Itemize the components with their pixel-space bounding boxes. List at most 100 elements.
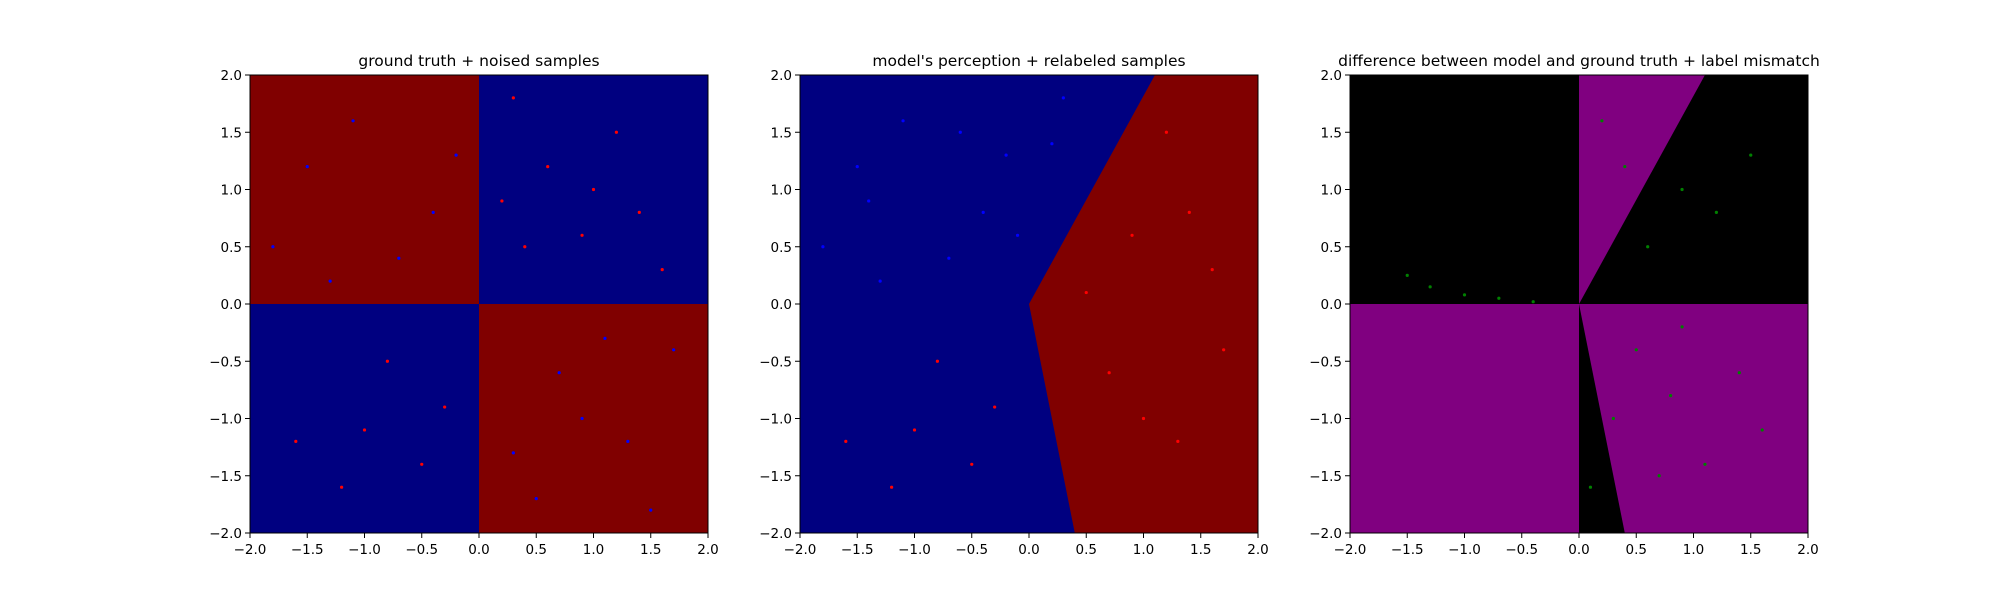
region-disagree (1579, 304, 1808, 533)
y-tick-label: −2.0 (1309, 526, 1342, 542)
y-tick-label: 1.5 (221, 125, 242, 141)
scatter-point (981, 210, 985, 214)
scatter-point (1623, 165, 1627, 169)
background-regions (1350, 75, 1808, 533)
scatter-point (890, 485, 894, 489)
scatter-point (454, 153, 458, 157)
scatter-point (1084, 290, 1088, 295)
scatter-point (1004, 153, 1008, 157)
scatter-point (947, 256, 951, 260)
scatter-point (328, 279, 332, 283)
chart-title: model's perception + relabeled samples (872, 52, 1185, 70)
scatter-point (580, 233, 584, 237)
scatter-point (557, 371, 561, 375)
y-tick-label: −0.5 (1309, 354, 1342, 370)
scatter-point (511, 451, 515, 455)
x-tick-label: −1.5 (841, 542, 874, 558)
x-tick-label: −2.0 (784, 542, 817, 558)
scatter-point (901, 119, 905, 123)
x-tick-label: −1.5 (291, 542, 324, 558)
scatter-point (993, 405, 997, 409)
scatter-point (1714, 210, 1718, 214)
y-tick-label: −1.0 (209, 412, 242, 428)
scatter-point (385, 359, 389, 363)
scatter-point (844, 439, 848, 443)
scatter-point (1646, 245, 1650, 249)
scatter-point (500, 199, 504, 203)
scatter-point (855, 165, 859, 169)
scatter-point (867, 199, 871, 203)
scatter-point (351, 119, 355, 123)
scatter-point (580, 416, 584, 421)
scatter-point (821, 245, 825, 249)
scatter-point (1588, 485, 1593, 489)
y-tick-label: 1.0 (221, 183, 242, 199)
scatter-point (305, 165, 309, 169)
scatter-point (1634, 348, 1638, 352)
scatter-point (637, 210, 641, 214)
x-tick-label: 1.5 (1190, 542, 1211, 558)
x-tick-label: 0.5 (1626, 542, 1647, 558)
y-tick-label: 2.0 (221, 68, 242, 84)
region-blue (250, 304, 479, 533)
region-red (250, 75, 479, 304)
scatter-point (672, 348, 676, 352)
scatter-point (1187, 210, 1191, 214)
x-tick-label: −2.0 (234, 542, 267, 558)
scatter-point (397, 256, 401, 260)
scatter-point (1611, 416, 1615, 421)
background-regions (800, 75, 1258, 533)
y-tick-label: 0.0 (221, 297, 242, 313)
scatter-point (1497, 296, 1501, 300)
x-tick-label: 2.0 (697, 542, 718, 558)
scatter-point (1130, 233, 1134, 237)
scatter-point (958, 130, 962, 134)
y-tick-label: 1.0 (1321, 183, 1342, 199)
x-tick-label: −0.5 (405, 542, 438, 558)
y-tick-label: −2.0 (759, 526, 792, 542)
x-tick-label: 1.0 (1133, 542, 1154, 558)
panel-difference: difference between model and ground trut… (1309, 52, 1820, 558)
scatter-point (1222, 348, 1226, 352)
scatter-point (878, 279, 882, 283)
x-tick-label: 1.5 (1740, 542, 1761, 558)
y-tick-label: −2.0 (209, 526, 242, 542)
scatter-point (935, 359, 940, 363)
scatter-point (1050, 142, 1054, 146)
y-tick-label: −1.5 (1309, 469, 1342, 485)
x-tick-label: −0.5 (955, 542, 988, 558)
scatter-point (511, 96, 515, 100)
y-tick-label: −1.5 (209, 469, 242, 485)
scatter-series (294, 96, 664, 489)
scatter-point (1680, 325, 1684, 329)
scatter-series (821, 96, 1065, 283)
y-tick-label: −1.0 (1309, 412, 1342, 428)
scatter-point (420, 462, 424, 466)
scatter-point (1703, 462, 1707, 466)
region-disagree (1350, 304, 1579, 533)
y-tick-label: 0.0 (1321, 297, 1342, 313)
scatter-point (294, 439, 298, 443)
y-tick-label: −1.5 (759, 469, 792, 485)
x-tick-label: −1.5 (1391, 542, 1424, 558)
scatter-series (844, 130, 1226, 489)
scatter-point (660, 268, 664, 272)
scatter-point (1462, 293, 1467, 297)
x-tick-label: 0.5 (526, 542, 547, 558)
scatter-point (649, 508, 653, 512)
background-regions (250, 75, 708, 533)
x-tick-label: 0.5 (1076, 542, 1097, 558)
scatter-point (1210, 268, 1214, 272)
scatter-point (1531, 300, 1535, 304)
scatter-point (614, 130, 619, 134)
y-tick-label: 0.5 (771, 240, 792, 256)
x-tick-label: −2.0 (1334, 542, 1367, 558)
scatter-point (1164, 130, 1168, 134)
scatter-point (1600, 119, 1604, 123)
scatter-point (912, 428, 917, 432)
scatter-point (1760, 428, 1764, 432)
x-tick-label: 1.5 (640, 542, 661, 558)
scatter-point (523, 245, 527, 249)
x-tick-label: −1.0 (348, 542, 381, 558)
scatter-point (626, 439, 630, 443)
